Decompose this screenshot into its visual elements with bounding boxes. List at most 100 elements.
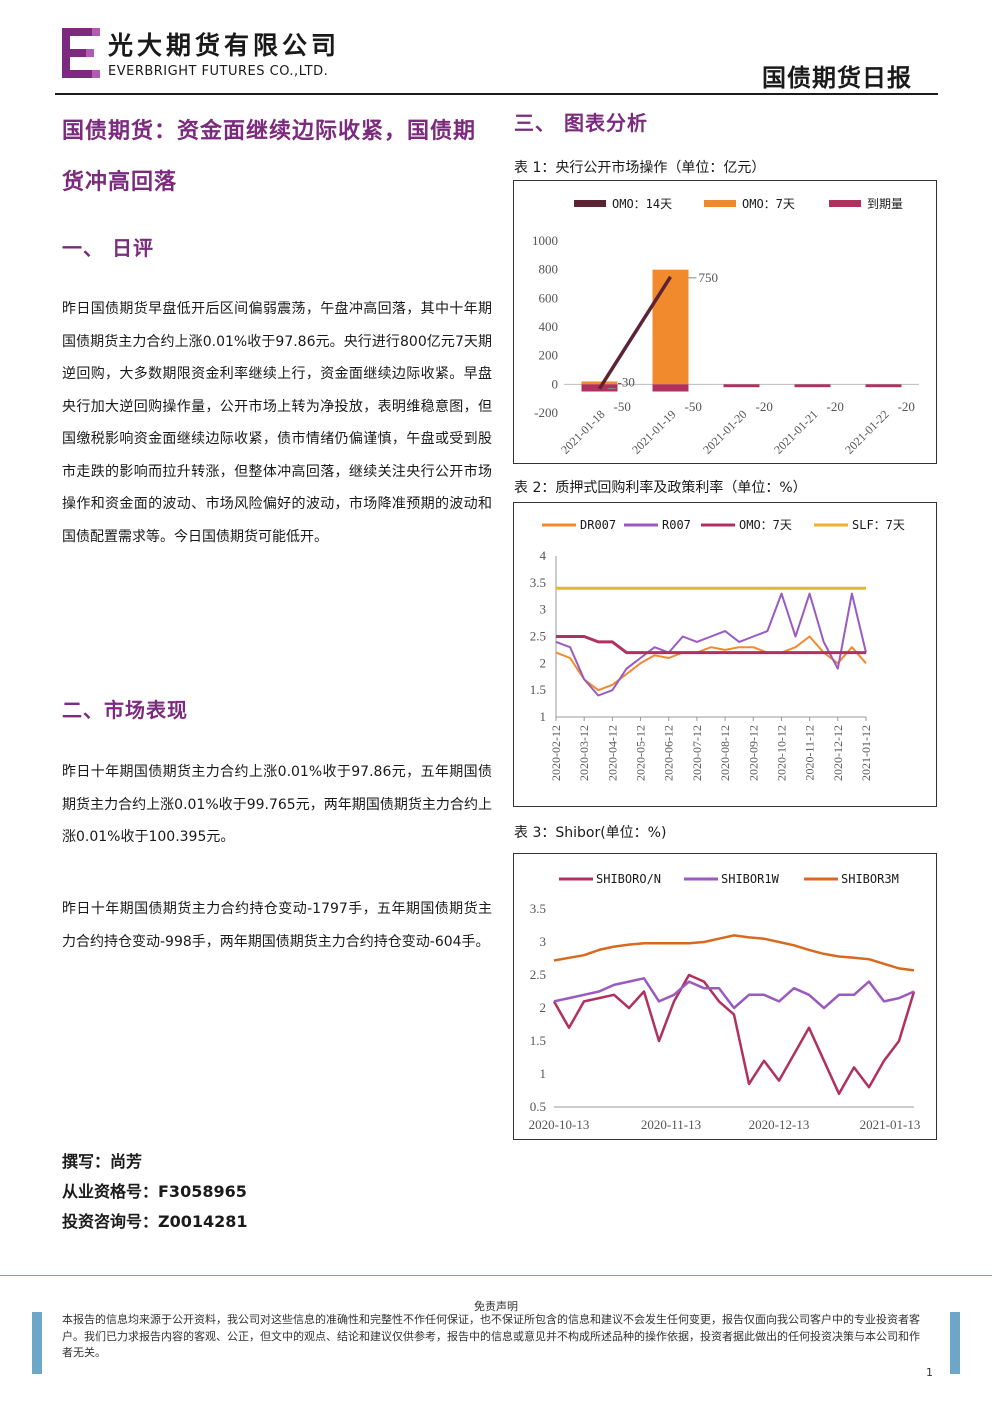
data-label: -20 — [898, 399, 915, 414]
y-tick-label: 2.5 — [530, 967, 546, 982]
y-tick-label: 2 — [540, 655, 547, 670]
chart-1-omo: OMO：14天 OMO：7天 到期量 -200 0 200 400 600 800 1000 -30… — [532, 197, 919, 457]
x-tick-label: 2020-10-12 — [774, 725, 788, 781]
y-tick-label: 1 — [540, 709, 547, 724]
x-tick-label: 2020-07-12 — [690, 725, 704, 781]
y-tick-label: 1.5 — [530, 1033, 546, 1048]
y-tick-label: 2.5 — [530, 629, 546, 644]
chart-3-frame: SHIBORO/N SHIBOR1W SHIBOR3M 0.5 1 1.5 2 2.5 3 3.5… — [513, 853, 937, 1140]
x-tick-label: 2020-12-12 — [831, 725, 845, 781]
y-tick-label: 3.5 — [530, 901, 546, 916]
legend-swatch-2 — [829, 200, 861, 207]
chart-3-shibor: SHIBORO/N SHIBOR1W SHIBOR3M 0.5 1 1.5 2 2.5 3 3.5… — [529, 872, 921, 1132]
chart-2-title: 表 2：质押式回购利率及政策利率（单位：%） — [514, 480, 807, 496]
series-line-0 — [552, 973, 916, 1096]
x-tick-label: 2021-01-19 — [629, 407, 678, 456]
chart-1-frame: OMO：14天 OMO：7天 到期量 -200 0 200 400 600 800 1000 -30… — [513, 180, 937, 464]
y-tick-label: 400 — [539, 319, 559, 334]
company-logo — [62, 28, 100, 78]
data-label: 750 — [699, 270, 719, 285]
bar-omo7 — [652, 269, 689, 385]
legend-label-2: 到期量 — [867, 197, 903, 211]
x-tick-label: 2020-10-13 — [529, 1117, 590, 1132]
bar-maturity — [723, 384, 760, 388]
line-omo14 — [598, 275, 672, 390]
report-name: 国债期货日报 — [762, 64, 912, 92]
y-tick-label: 3 — [540, 602, 547, 617]
legend-label-1: OMO：7天 — [742, 197, 795, 211]
x-tick-label: 2021-01-21 — [771, 407, 820, 456]
y-tick-label: 3.5 — [530, 575, 546, 590]
chart-2-repo-rates: DR007 R007 OMO：7天 SLF：7天 1 1.5 2 2.5 3 3.5 4 2020-0… — [530, 518, 905, 781]
legend-label-2: SHIBOR3M — [841, 872, 899, 886]
y-tick-label: 1 — [540, 1066, 547, 1081]
headline: 国债期货：资金面继续边际收紧，国债期货冲高回落 — [62, 119, 477, 195]
company-name-en: EVERBRIGHT FUTURES CO.,LTD. — [108, 64, 329, 79]
x-tick-label: 2021-01-20 — [700, 407, 749, 456]
y-tick-label: 4 — [540, 548, 547, 563]
legend-label-3: SLF：7天 — [852, 518, 905, 532]
x-tick-label: 2020-11-13 — [641, 1117, 701, 1132]
legend-swatch-1 — [704, 200, 736, 207]
x-tick-label: 2020-12-13 — [749, 1117, 810, 1132]
y-tick-label: 1000 — [532, 233, 558, 248]
y-tick-label: 200 — [539, 348, 559, 363]
x-tick-label: 2020-02-12 — [549, 725, 563, 781]
y-tick-label: -200 — [534, 405, 558, 420]
section-2-title: 二、市场表现 — [62, 698, 188, 722]
y-tick-label: 800 — [539, 262, 559, 277]
page-number: 1 — [926, 1366, 933, 1379]
series-line-2 — [556, 635, 866, 655]
section-2-paragraph-2: 昨日十年期国债期货主力合约持仓变动-1797手，五年期国债期货主力合约持仓变动-… — [62, 901, 492, 950]
data-label: -30 — [618, 375, 635, 390]
x-tick-label: 2020-03-12 — [577, 725, 591, 781]
disclaimer-text: 本报告的信息均来源于公开资料，我公司对这些信息的准确性和完整性不作任何保证，也不… — [62, 1313, 920, 1359]
data-label: -20 — [756, 399, 773, 414]
data-label: -50 — [685, 399, 702, 414]
bar-maturity — [794, 384, 831, 388]
y-tick-label: 1.5 — [530, 682, 546, 697]
legend-label-0: DR007 — [580, 518, 616, 532]
section-1-title: 一、 日评 — [62, 236, 154, 260]
legend-label-0: OMO：14天 — [612, 197, 672, 211]
data-label: -50 — [614, 399, 631, 414]
y-tick-label: 3 — [540, 934, 547, 949]
x-tick-label: 2020-05-12 — [634, 725, 648, 781]
header-divider — [55, 93, 938, 95]
x-tick-label: 2021-01-22 — [842, 407, 891, 456]
legend-label-0: SHIBORO/N — [596, 872, 661, 886]
series-line-0 — [555, 635, 867, 692]
disclaimer-title: 免责声明 — [474, 1300, 518, 1313]
chart-2-frame: DR007 R007 OMO：7天 SLF：7天 1 1.5 2 2.5 3 3.5 4 2020-0… — [513, 502, 937, 807]
section-1-paragraph: 昨日国债期货早盘低开后区间偏弱震荡，午盘冲高回落，其中十年期国债期货主力合约上涨… — [62, 301, 492, 545]
chart-1-title: 表 1：央行公开市场操作（单位：亿元） — [514, 160, 766, 176]
x-tick-label: 2020-06-12 — [662, 725, 676, 781]
y-tick-label: 0.5 — [530, 1099, 546, 1114]
x-tick-label: 2021-01-12 — [859, 725, 873, 781]
y-tick-label: 600 — [539, 290, 559, 305]
author-qualification: 从业资格号：F3058965 — [62, 1182, 247, 1201]
footer-right-bar — [950, 1312, 960, 1374]
data-label: -20 — [827, 399, 844, 414]
section-2-paragraph-1: 昨日十年期国债期货主力合约上涨0.01%收于97.86元，五年期国债期货主力合约… — [62, 764, 492, 845]
footer-divider — [0, 1275, 992, 1276]
series-line-1 — [553, 977, 915, 1010]
x-tick-label: 2021-01-13 — [860, 1117, 921, 1132]
author-writer: 撰写：尚芳 — [62, 1152, 143, 1171]
company-name-cn: 光大期货有限公司 — [108, 31, 341, 60]
x-tick-label: 2020-11-12 — [803, 725, 817, 781]
legend-label-1: SHIBOR1W — [721, 872, 780, 886]
chart-3-title: 表 3：Shibor(单位：%) — [514, 825, 667, 841]
bar-maturity — [865, 384, 902, 388]
x-tick-label: 2021-01-18 — [558, 407, 607, 456]
x-tick-label: 2020-04-12 — [605, 725, 619, 781]
bar-maturity — [652, 384, 689, 392]
y-tick-label: 0 — [552, 376, 559, 391]
legend-label-2: OMO：7天 — [739, 518, 792, 532]
bar-omo7 — [581, 381, 618, 385]
x-tick-label: 2020-09-12 — [746, 725, 760, 781]
x-tick-label: 2020-08-12 — [718, 725, 732, 781]
section-3-title: 三、 图表分析 — [514, 111, 648, 135]
y-tick-label: 2 — [540, 1000, 547, 1015]
legend-swatch-0 — [574, 200, 606, 207]
